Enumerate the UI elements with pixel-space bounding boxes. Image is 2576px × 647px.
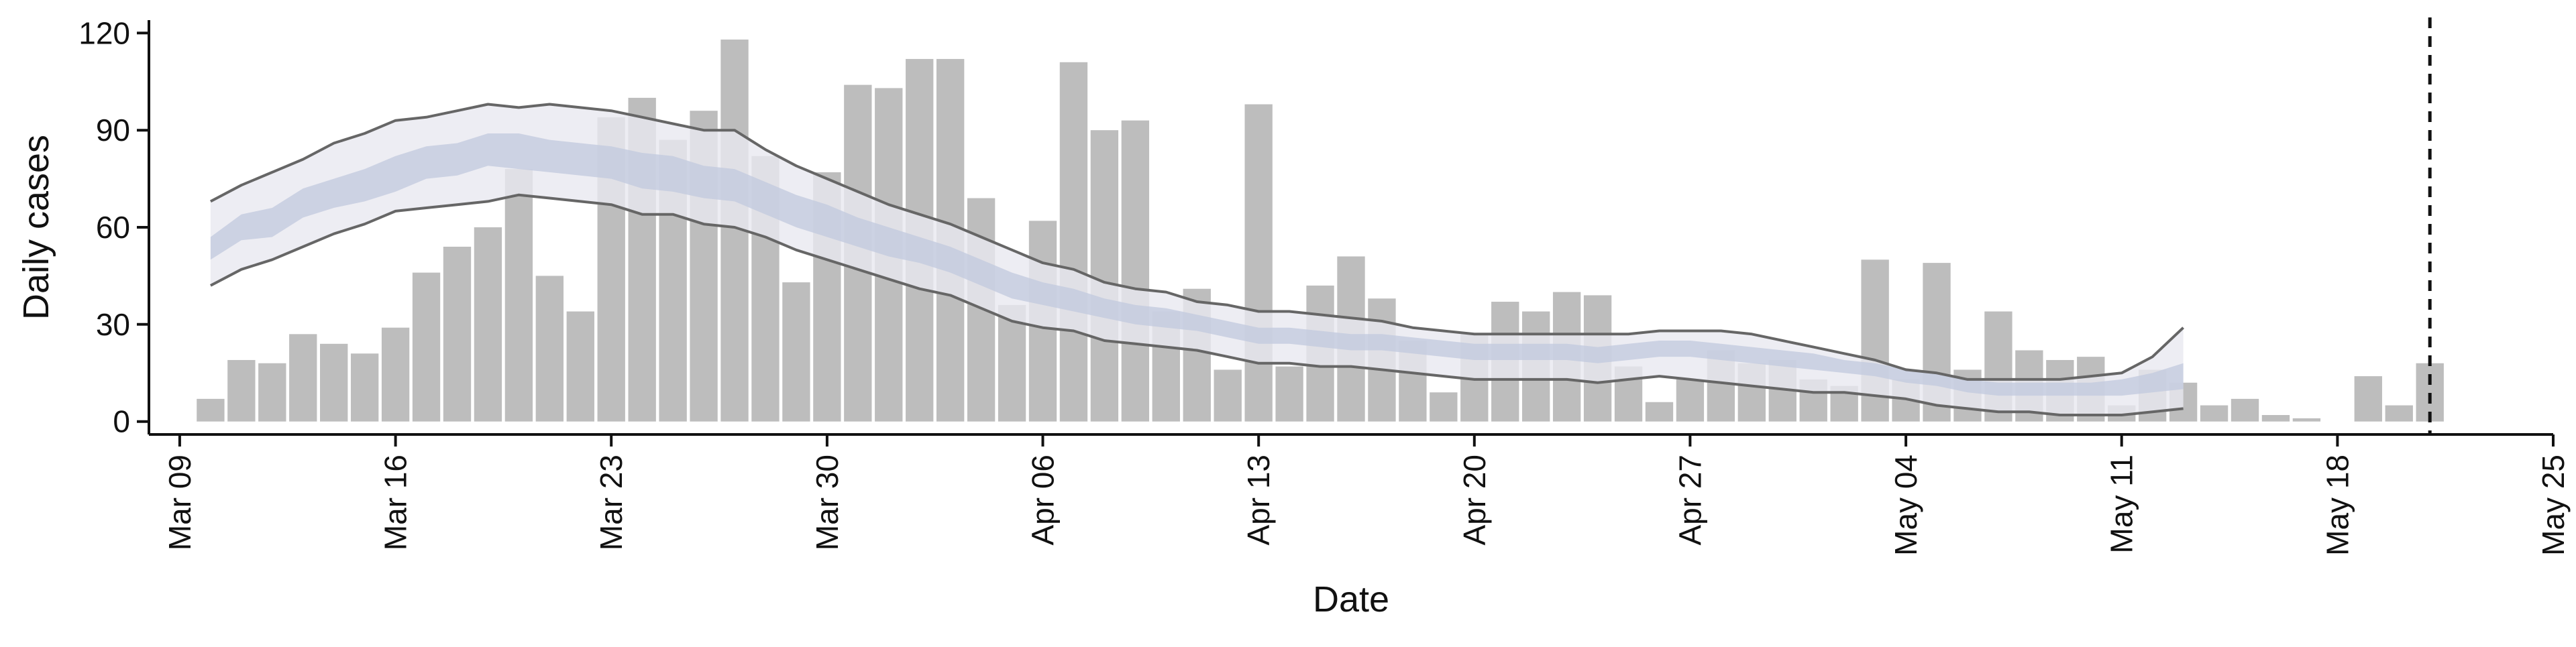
x-tick-label: May 18	[2320, 455, 2355, 556]
bar	[474, 227, 502, 422]
outer-lower-line	[209, 193, 2184, 416]
bar	[535, 276, 564, 422]
bar	[1430, 392, 1458, 422]
bar	[227, 359, 256, 422]
y-tick-label: 0	[113, 404, 130, 439]
bar	[350, 353, 379, 422]
inner-interval-band	[210, 133, 2184, 396]
bar	[1059, 62, 1088, 422]
forecast-series	[209, 103, 2184, 416]
bar	[443, 246, 472, 422]
bar	[1244, 104, 1273, 422]
bar	[412, 272, 441, 422]
bar	[2354, 376, 2382, 422]
x-axis-title: Date	[1313, 579, 1389, 620]
y-axis-title: Daily cases	[16, 135, 56, 320]
bar	[2231, 398, 2259, 422]
bar	[381, 327, 410, 422]
bar	[2261, 415, 2290, 422]
bar	[504, 169, 533, 422]
x-tick-label: Mar 09	[162, 455, 197, 550]
y-tick-label: 30	[96, 307, 130, 342]
bar	[258, 363, 286, 422]
x-tick-label: Mar 23	[594, 455, 629, 550]
bar	[2292, 418, 2321, 422]
bar	[1214, 369, 1242, 422]
x-tick-label: Apr 27	[1672, 455, 1707, 546]
bar	[566, 311, 594, 422]
y-tick-label: 90	[96, 113, 130, 148]
bar	[289, 334, 317, 422]
x-tick-label: May 04	[1888, 455, 1923, 556]
bar	[1676, 379, 1705, 422]
bar	[1275, 366, 1303, 422]
y-tick-label: 60	[96, 210, 130, 245]
x-tick-label: Mar 30	[810, 455, 845, 550]
bar	[782, 282, 810, 422]
y-tick-label: 120	[78, 15, 130, 50]
bar	[1121, 120, 1150, 422]
bar	[2385, 405, 2413, 422]
x-tick-label: Apr 13	[1241, 455, 1276, 546]
x-tick-label: Apr 06	[1026, 455, 1061, 546]
bar	[320, 343, 348, 422]
x-tick-label: Apr 20	[1457, 455, 1492, 546]
bar	[197, 398, 225, 422]
bar	[2200, 405, 2229, 422]
bar	[1645, 402, 1674, 422]
x-tick-label: May 25	[2536, 455, 2571, 556]
x-tick-label: Mar 16	[378, 455, 413, 550]
outer-upper-line	[209, 103, 2184, 381]
bar	[1090, 130, 1119, 422]
x-tick-label: May 11	[2104, 455, 2139, 553]
